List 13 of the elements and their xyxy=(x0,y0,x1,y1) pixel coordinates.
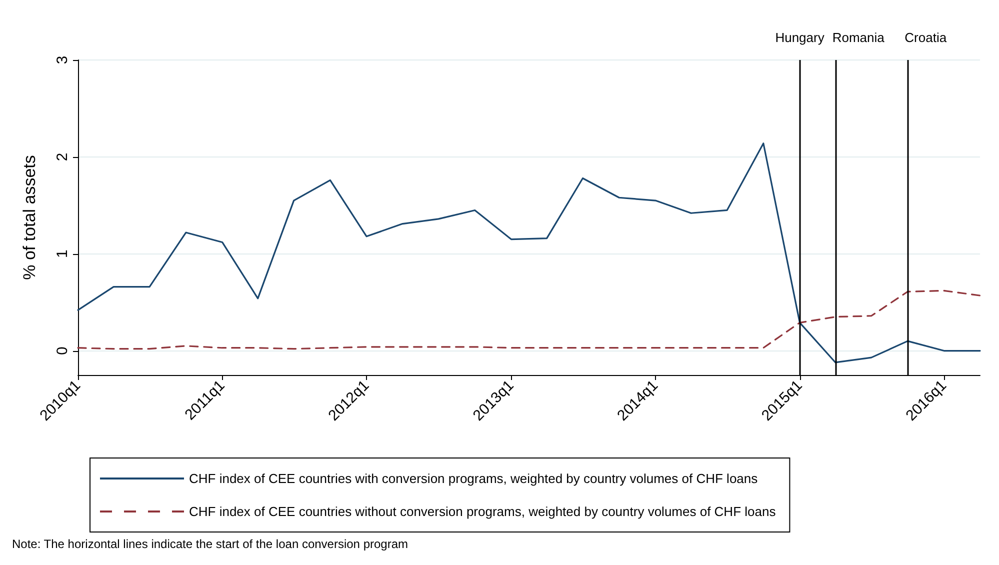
text: Note: The horizontal lines indicate the start of the loan conversion program xyxy=(12,537,408,551)
ref-line-label: Romania xyxy=(832,30,886,45)
ref-line-label: Croatia xyxy=(904,30,948,45)
line-series xyxy=(77,290,981,350)
y-tick-label: 1 xyxy=(54,250,71,258)
line-series xyxy=(77,142,981,364)
y-tick-label: 0 xyxy=(54,346,71,355)
legend-label: CHF index of CEE countries without conversion programs, weighted by country volumes of CHF loans xyxy=(189,504,776,519)
y-axis-title: % of total assets xyxy=(20,155,39,280)
y-tick-label: 3 xyxy=(54,56,71,64)
y-tick-label: 2 xyxy=(54,152,71,162)
legend-label: CHF index of CEE countries with conversion programs, weighted by country volumes of CHF loans xyxy=(189,471,758,486)
ref-line-label: Hungary xyxy=(775,30,825,45)
